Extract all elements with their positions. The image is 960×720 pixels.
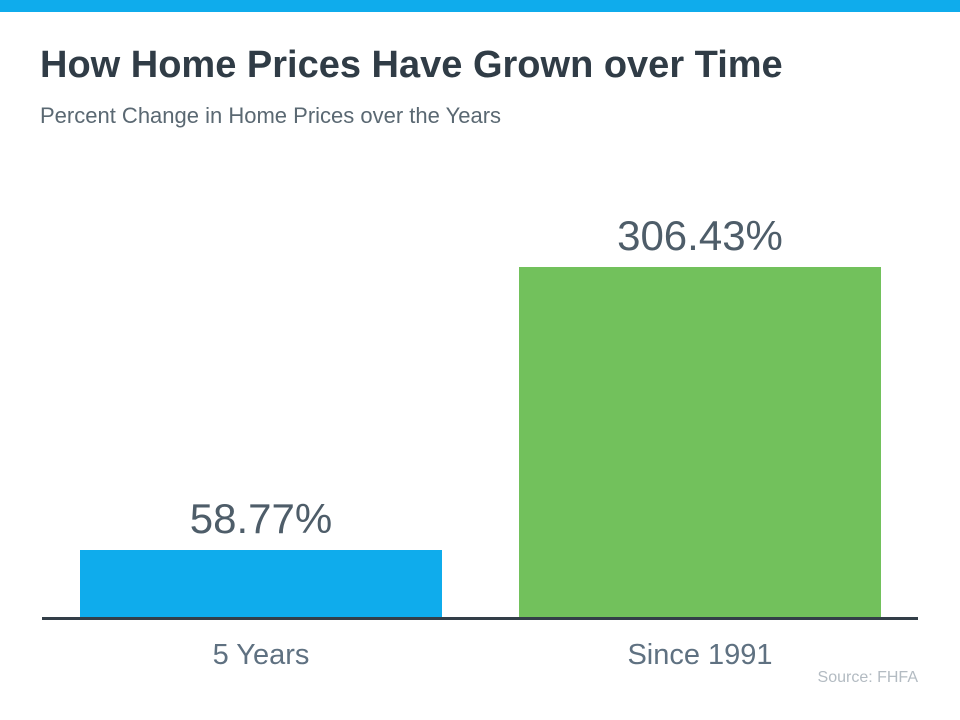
category-label-since-1991: Since 1991 [627,639,773,671]
bar-5-years [80,550,442,617]
category-label-5-years: 5 Years [212,639,310,671]
bar-group-5-years: 58.77% [80,498,442,617]
page-subtitle: Percent Change in Home Prices over the Y… [40,103,502,128]
x-axis-line [42,617,918,620]
top-accent-bar [0,0,960,12]
page-title: How Home Prices Have Grown over Time [40,44,783,86]
bar-since-1991 [519,267,881,617]
source-note: Source: FHFA [817,669,918,686]
bar-value-label-since-1991: 306.43% [617,212,783,259]
bar-value-label-5-years: 58.77% [189,495,333,542]
bar-group-since-1991: 306.43% [519,215,881,617]
